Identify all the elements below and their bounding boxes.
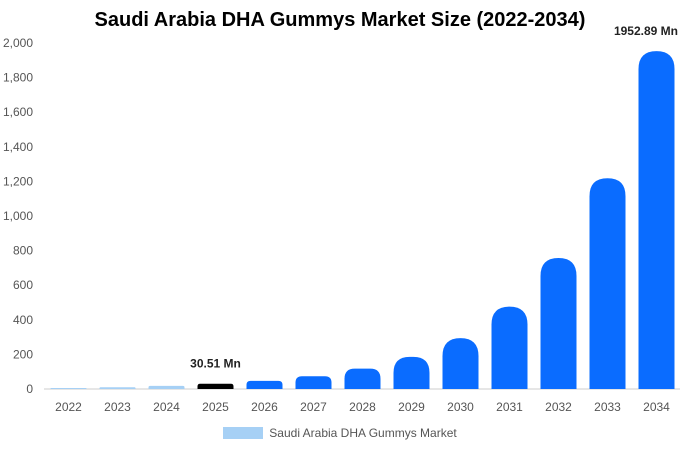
x-tick-label-2022: 2022 (55, 400, 82, 414)
bar-chart: 0 200 400 600 800 1,000 1,200 1,400 1,600 1,800 2,… (3, 24, 680, 414)
bar-2030 (442, 338, 479, 389)
y-tick-label: 1,200 (3, 174, 33, 188)
bar-2031 (491, 306, 528, 389)
y-tick-label: 0 (26, 382, 33, 396)
y-tick-label: 800 (13, 244, 33, 258)
x-tick-label-2025: 2025 (202, 400, 229, 414)
x-tick-label-2026: 2026 (251, 400, 278, 414)
bar-2027 (295, 376, 332, 389)
bar-2023 (99, 387, 136, 389)
x-tick-label-2031: 2031 (496, 400, 523, 414)
bar-2028 (344, 368, 381, 389)
x-axis: 2022 2023 2024 2025 2026 2027 2028 2029 2030 2031… (55, 400, 670, 414)
x-tick-label-2030: 2030 (447, 400, 474, 414)
bar-2032 (540, 258, 577, 389)
x-tick-label-2029: 2029 (398, 400, 425, 414)
chart-title: Saudi Arabia DHA Gummys Market Size (202… (94, 9, 586, 31)
y-tick-label: 200 (13, 347, 33, 361)
data-label-2034: 1952.89 Mn (614, 24, 678, 38)
bar-2026 (246, 380, 283, 389)
y-tick-label: 400 (13, 313, 33, 327)
bar-2025 (197, 383, 234, 389)
bar-2034 (638, 51, 675, 390)
y-tick-label: 1,000 (3, 209, 33, 223)
y-tick-label: 600 (13, 278, 33, 292)
bar-2024 (148, 385, 185, 389)
x-tick-label-2027: 2027 (300, 400, 327, 414)
legend-swatch (223, 427, 264, 439)
x-tick-label-2024: 2024 (153, 400, 180, 414)
y-tick-label: 1,800 (3, 71, 33, 85)
data-labels-group: 30.51 Mn 1952.89 Mn (190, 24, 678, 371)
bar-2022 (50, 388, 87, 389)
y-axis: 0 200 400 600 800 1,000 1,200 1,400 1,600 1,800 2,… (3, 36, 33, 396)
y-tick-label: 1,600 (3, 105, 33, 119)
x-tick-label-2032: 2032 (545, 400, 572, 414)
bars-group (50, 51, 675, 390)
legend-label: Saudi Arabia DHA Gummys Market (269, 426, 457, 440)
bar-2029 (393, 356, 430, 389)
x-tick-label-2034: 2034 (643, 400, 670, 414)
x-tick-label-2023: 2023 (104, 400, 131, 414)
legend: Saudi Arabia DHA Gummys Market (0, 426, 680, 440)
x-tick-label-2033: 2033 (594, 400, 621, 414)
bar-2033 (589, 178, 626, 389)
y-tick-label: 1,400 (3, 140, 33, 154)
y-tick-label: 2,000 (3, 36, 33, 50)
x-tick-label-2028: 2028 (349, 400, 376, 414)
data-label-2025: 30.51 Mn (190, 357, 241, 371)
